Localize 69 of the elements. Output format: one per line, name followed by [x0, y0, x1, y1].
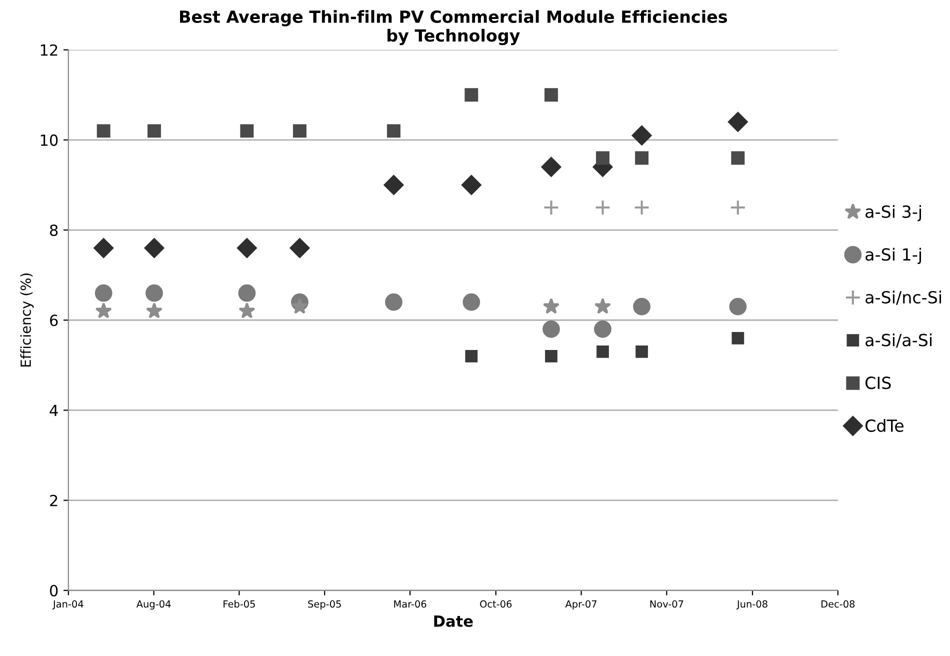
- point: [542, 320, 560, 338]
- point: [544, 88, 558, 102]
- point: [238, 302, 256, 318]
- x-tick-label: Aug-04: [136, 600, 171, 610]
- y-axis-title: Efficiency (%): [20, 274, 34, 367]
- point: [545, 350, 558, 362]
- legend-label: a-Si/a-Si: [866, 333, 932, 348]
- x-axis-title: Date: [434, 616, 473, 627]
- point: [633, 298, 650, 316]
- x-tick-label: Sep-05: [308, 600, 341, 610]
- point: [731, 151, 745, 165]
- point: [462, 175, 482, 195]
- chart-title: Best Average Thin-film PV Commercial Module Efficiencies by Technology: [180, 10, 727, 46]
- legend-label: a-Si 3-j: [866, 205, 921, 222]
- point: [635, 151, 649, 165]
- point: [596, 151, 610, 165]
- x-tick-label: Jun-08: [736, 600, 768, 610]
- legend-label: a-Si 1-j: [866, 248, 921, 264]
- y-tick-label: 10: [40, 134, 58, 146]
- point: [386, 124, 400, 138]
- point: [384, 175, 404, 195]
- legend-label: CdTe: [866, 419, 904, 432]
- x-tick-label: Apr-07: [565, 600, 596, 610]
- point: [728, 112, 748, 132]
- point: [144, 238, 164, 258]
- point: [237, 238, 257, 258]
- y-tick-label: 4: [50, 404, 58, 416]
- point: [541, 157, 562, 177]
- point: [542, 298, 560, 314]
- point: [290, 238, 310, 258]
- point: [594, 320, 612, 338]
- x-tick-label: Feb-05: [224, 600, 255, 608]
- point: [596, 345, 609, 358]
- legend-label: a-Si/nc-Si: [866, 290, 942, 305]
- point: [730, 200, 746, 216]
- y-tick-label: 8: [50, 224, 58, 236]
- point: [636, 345, 648, 358]
- point: [594, 298, 612, 314]
- y-tick-label: 0: [50, 584, 58, 596]
- point: [146, 284, 163, 302]
- point: [462, 293, 480, 311]
- x-tick-label: Dec-08: [822, 600, 855, 608]
- point: [147, 124, 161, 138]
- point: [464, 88, 478, 102]
- point: [292, 124, 306, 138]
- point: [146, 302, 163, 318]
- point: [732, 332, 744, 344]
- y-tick-label: 6: [50, 314, 58, 326]
- point: [594, 200, 611, 216]
- legend-label: CIS: [866, 376, 891, 390]
- x-tick-label: Mar-06: [394, 600, 426, 608]
- point: [465, 350, 478, 362]
- point: [94, 238, 114, 258]
- point: [385, 293, 402, 311]
- point: [291, 298, 308, 314]
- x-tick-label: Oct-06: [480, 600, 512, 608]
- point: [543, 200, 560, 216]
- y-tick-label: 2: [50, 494, 58, 506]
- point: [238, 284, 256, 302]
- point: [94, 284, 112, 302]
- x-tick-label: Nov-07: [650, 600, 684, 608]
- point: [96, 124, 110, 138]
- point: [632, 126, 652, 146]
- point: [634, 200, 650, 216]
- x-tick-label: Jan-04: [52, 600, 84, 610]
- point: [240, 124, 254, 138]
- point: [95, 302, 112, 318]
- point: [729, 298, 747, 316]
- y-tick-label: 12: [40, 44, 58, 56]
